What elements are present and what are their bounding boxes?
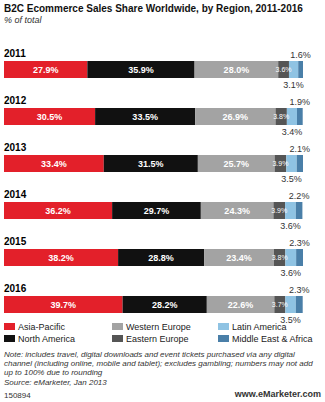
svg-text:3.9%: 3.9% — [271, 207, 287, 214]
svg-text:3.4%: 3.4% — [282, 127, 303, 137]
svg-text:Western Europe: Western Europe — [126, 322, 191, 332]
svg-text:27.9%: 27.9% — [33, 65, 59, 75]
svg-text:3.5%: 3.5% — [281, 174, 302, 184]
svg-text:3.7%: 3.7% — [272, 301, 288, 308]
svg-text:31.5%: 31.5% — [138, 159, 164, 169]
svg-text:28.0%: 28.0% — [224, 65, 250, 75]
svg-text:Source: eMarketer, Jan 2013: Source: eMarketer, Jan 2013 — [4, 378, 107, 387]
svg-text:28.2%: 28.2% — [152, 300, 178, 310]
svg-text:3.6%: 3.6% — [280, 221, 301, 231]
svg-text:B2C Ecommerce Sales Share Worl: B2C Ecommerce Sales Share Worldwide, by … — [4, 3, 303, 14]
svg-text:North America: North America — [18, 334, 75, 344]
svg-text:3.1%: 3.1% — [283, 80, 304, 90]
svg-text:3.8%: 3.8% — [273, 113, 289, 120]
svg-text:2.1%: 2.1% — [290, 144, 311, 154]
svg-text:25.7%: 25.7% — [223, 159, 249, 169]
svg-text:26.9%: 26.9% — [223, 112, 249, 122]
svg-text:channel (including online, mob: channel (including online, mobile and ta… — [4, 359, 315, 368]
svg-text:2013: 2013 — [4, 142, 27, 153]
svg-text:3.9%: 3.9% — [272, 160, 288, 167]
svg-text:33.5%: 33.5% — [132, 112, 158, 122]
svg-text:2.3%: 2.3% — [289, 285, 310, 295]
svg-text:Asia-Pacific: Asia-Pacific — [18, 322, 66, 332]
svg-text:29.7%: 29.7% — [144, 206, 170, 216]
svg-text:1.9%: 1.9% — [290, 97, 311, 107]
svg-text:3.5%: 3.5% — [280, 314, 301, 325]
svg-text:1.6%: 1.6% — [290, 50, 311, 60]
svg-text:3.6%: 3.6% — [276, 66, 292, 73]
svg-text:3.6%: 3.6% — [280, 268, 301, 278]
svg-text:% of total: % of total — [4, 15, 43, 25]
svg-text:2014: 2014 — [4, 189, 27, 200]
svg-text:www.eMarketer.com: www.eMarketer.com — [234, 389, 321, 399]
svg-text:Latin America: Latin America — [232, 322, 287, 332]
svg-text:22.6%: 22.6% — [228, 300, 254, 310]
svg-text:30.5%: 30.5% — [37, 112, 63, 122]
svg-text:3.8%: 3.8% — [272, 254, 288, 261]
svg-text:2.3%: 2.3% — [289, 238, 310, 248]
svg-text:Eastern Europe: Eastern Europe — [126, 334, 189, 344]
svg-text:33.4%: 33.4% — [41, 159, 67, 169]
svg-text:Middle East & Africa: Middle East & Africa — [232, 334, 313, 344]
svg-text:150894: 150894 — [4, 391, 31, 400]
svg-text:2.2%: 2.2% — [289, 191, 310, 201]
svg-text:2016: 2016 — [4, 283, 27, 294]
svg-text:28.8%: 28.8% — [148, 253, 174, 263]
svg-text:36.2%: 36.2% — [45, 206, 71, 216]
svg-text:24.3%: 24.3% — [224, 206, 250, 216]
svg-text:2011: 2011 — [4, 48, 26, 59]
svg-text:23.4%: 23.4% — [226, 253, 252, 263]
svg-text:39.7%: 39.7% — [51, 300, 77, 310]
svg-text:up to 100% due to rounding: up to 100% due to rounding — [4, 368, 103, 377]
svg-text:38.2%: 38.2% — [48, 253, 74, 263]
svg-text:2015: 2015 — [4, 236, 27, 247]
svg-text:2012: 2012 — [4, 95, 27, 106]
svg-text:35.9%: 35.9% — [128, 65, 154, 75]
svg-text:Note: includes travel, digital: Note: includes travel, digital downloads… — [4, 350, 297, 359]
